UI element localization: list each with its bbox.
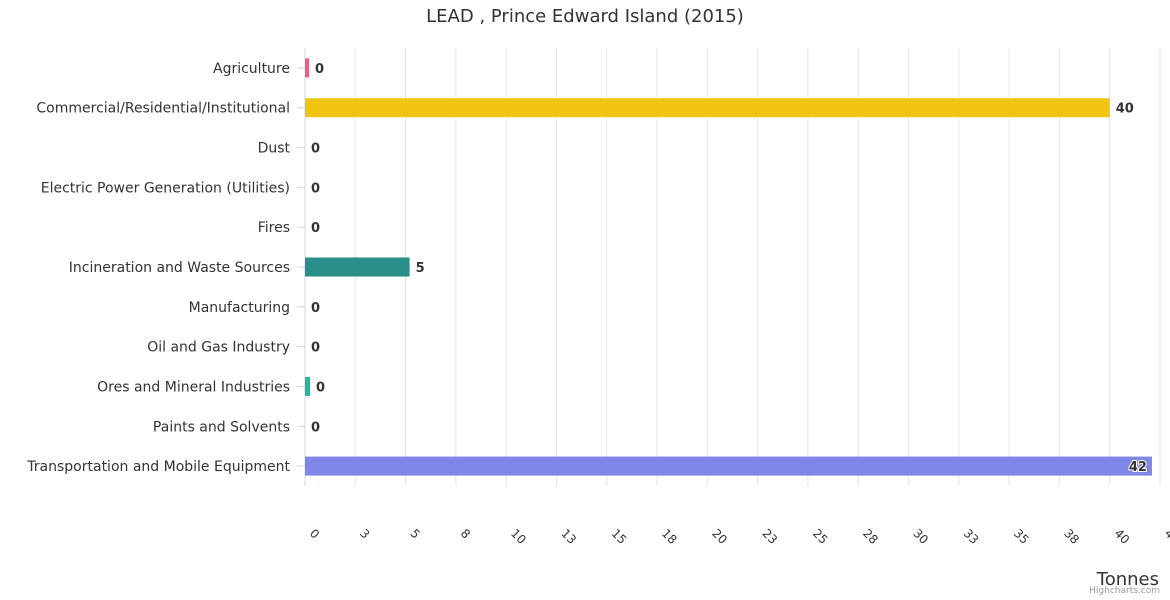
bar[interactable] [305,376,311,396]
data-label: 5 [416,261,425,276]
data-label: 42 [1129,460,1147,475]
x-tick-label: 5 [407,526,422,541]
x-tick-label: 35 [1011,526,1032,547]
x-tick-label: 20 [709,526,730,547]
x-tick-label: 40 [1112,526,1133,547]
data-label: 0 [316,380,325,395]
x-tick-label: 3 [357,526,372,541]
x-tick-label: 33 [961,526,982,547]
category-label: Oil and Gas Industry [147,340,290,356]
x-axis-title: Tonnes [1096,569,1159,590]
x-tick-label: 8 [458,526,473,541]
chart-title: LEAD , Prince Edward Island (2015) [426,6,744,27]
x-tick-label: 15 [609,526,630,547]
bar[interactable] [305,456,1152,476]
category-label: Fires [258,220,290,236]
bars [305,58,1152,476]
data-labels: 0 40 0 0 0 5 0 0 0 0 42 [311,62,1148,476]
category-label: Electric Power Generation (Utilities) [41,180,290,196]
data-label: 0 [311,221,320,236]
category-label: Dust [258,141,291,157]
category-label: Ores and Mineral Industries [97,379,290,395]
category-label: Transportation and Mobile Equipment [26,459,290,475]
data-label: 0 [311,420,320,435]
data-label: 0 [315,62,324,77]
bar[interactable] [305,58,310,78]
category-label: Incineration and Waste Sources [69,260,290,276]
data-label: 0 [311,181,320,196]
credits-link[interactable]: Highcharts.com [1089,586,1160,596]
x-tick-label: 0 [307,526,322,541]
data-label: 0 [311,341,320,356]
x-tick-label: 25 [810,526,831,547]
bar[interactable] [305,98,1110,118]
bar[interactable] [305,257,410,277]
grid-lines [304,48,1161,486]
data-label: 40 [1116,102,1134,117]
data-label: 0 [311,301,320,316]
x-tick-label: 18 [659,526,680,547]
x-tick-label: 28 [860,526,881,547]
x-tick-label: 13 [558,526,579,547]
category-labels: Agriculture Commercial/Residential/Instit… [26,61,305,475]
data-label: 0 [311,142,320,157]
category-label: Agriculture [213,61,290,77]
x-tick-label: 30 [910,526,931,547]
category-label: Manufacturing [189,300,290,316]
category-label: Paints and Solvents [153,419,290,435]
x-tick-label: 23 [760,526,781,547]
x-tick-label: 10 [508,526,529,547]
category-label: Commercial/Residential/Institutional [36,101,290,117]
x-tick-label: 43 [1162,526,1170,547]
x-axis-ticks: 0 3 5 8 10 13 15 18 20 23 25 28 30 33 35 38 40 43 [307,526,1170,547]
x-tick-label: 38 [1061,526,1082,547]
